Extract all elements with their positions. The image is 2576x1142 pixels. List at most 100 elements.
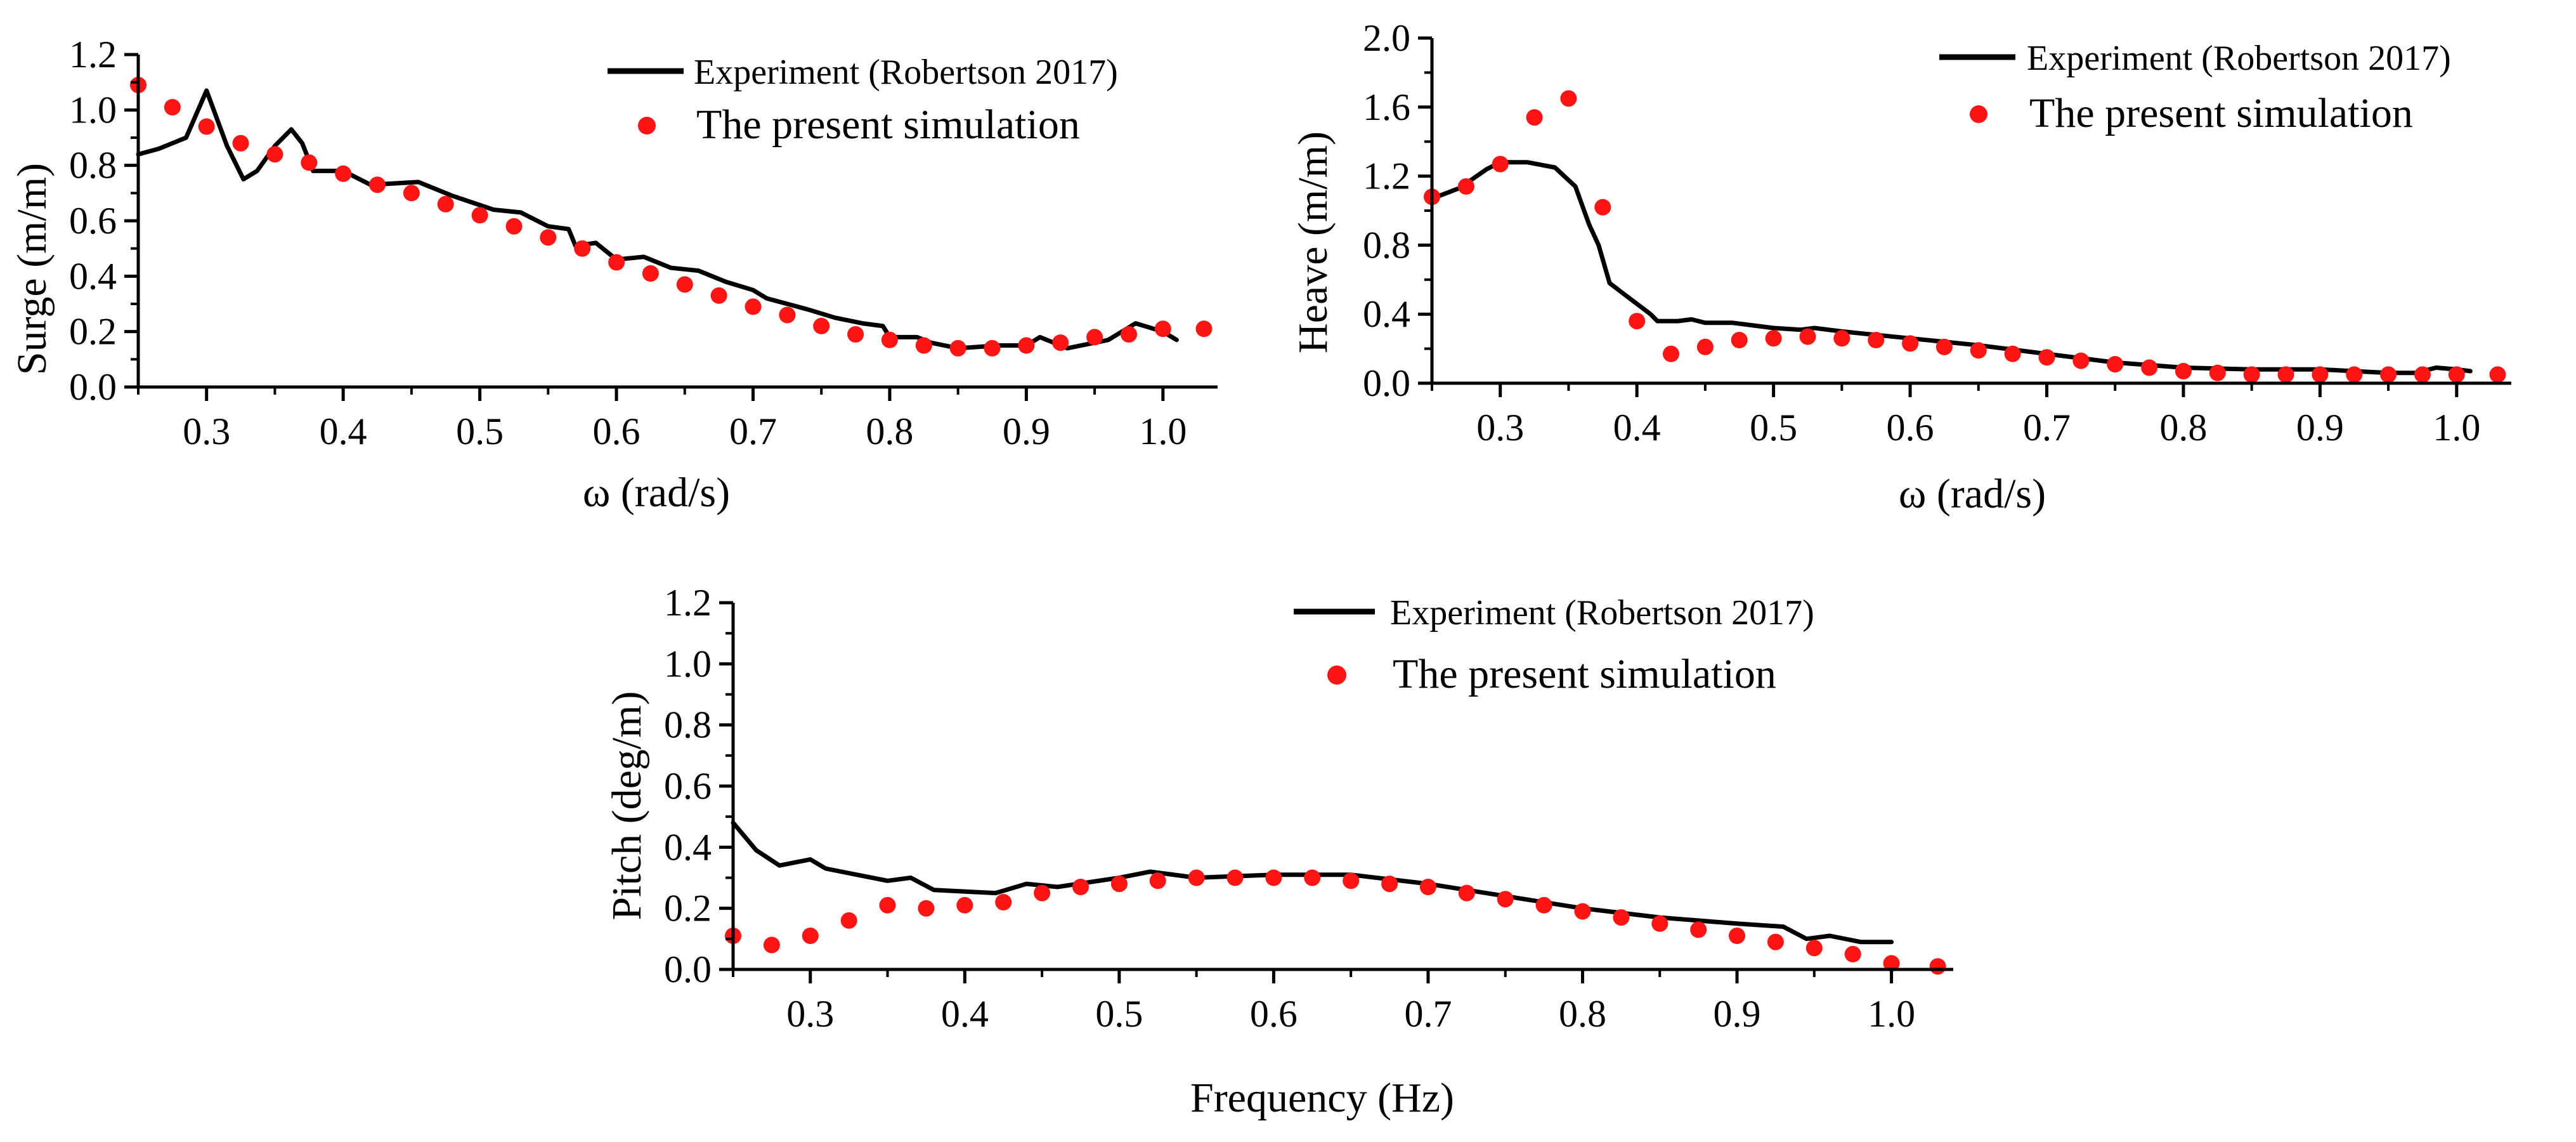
surge-x-ticks: 0.3 0.4 0.5 0.6 0.7 0.8 0.9 1.0 [137, 387, 1187, 452]
surge-x-tick-label: 0.4 [320, 410, 367, 452]
heave-simulation-point [1696, 338, 1714, 355]
surge-simulation-point [984, 339, 1001, 357]
heave-y-tick-label: 1.2 [1363, 155, 1410, 197]
pitch-y-tick-label: 0.2 [664, 888, 712, 929]
surge-y-tick-label: 0.0 [69, 366, 117, 408]
pitch-simulation-point [1149, 872, 1166, 889]
heave-y-tick-label: 0.0 [1363, 362, 1410, 404]
pitch-x-tick-label: 0.6 [1250, 993, 1298, 1035]
heave-simulation-point [1970, 342, 1987, 359]
pitch-simulation-point [1651, 915, 1669, 932]
surge-x-axis-label: ω (rad/s) [583, 469, 730, 516]
surge-x-tick-label: 0.7 [729, 410, 777, 452]
surge-x-tick-label: 0.6 [593, 410, 641, 452]
heave-legend-simulation-label: The present simulation [2029, 90, 2413, 136]
heave-simulation-point [1799, 328, 1816, 345]
surge-simulation-point [369, 176, 386, 194]
pitch-x-ticks: 0.3 0.4 0.5 0.6 0.7 0.8 0.9 1.0 [732, 969, 1915, 1035]
pitch-simulation-point [995, 894, 1012, 910]
surge-simulation-point [301, 154, 318, 171]
pitch-x-axis-label: Frequency (Hz) [1190, 1075, 1454, 1121]
pitch-experiment-line [731, 820, 1894, 945]
heave-simulation-point [2448, 366, 2465, 383]
surge-simulation-point [1195, 320, 1213, 338]
pitch-chart: 0.3 0.4 0.5 0.6 0.7 0.8 0.9 1.0 0.0 0.2 0.4 0.6 0.8… [604, 582, 1953, 1121]
pitch-simulation-point [1613, 909, 1630, 926]
heave-x-tick-label: 0.8 [2159, 407, 2207, 449]
pitch-y-tick-label: 0.4 [664, 826, 712, 868]
surge-legend-experiment-label: Experiment (Robertson 2017) [694, 53, 1118, 92]
heave-simulation-point [1629, 313, 1646, 330]
pitch-y-tick-label: 0.0 [664, 948, 712, 990]
surge-y-tick-label: 0.6 [69, 200, 117, 242]
heave-simulation-point [1663, 345, 1679, 362]
surge-simulation-point [1052, 334, 1069, 351]
pitch-x-tick-label: 0.5 [1095, 993, 1143, 1035]
surge-experiment-line [136, 88, 1179, 351]
pitch-legend: Experiment (Robertson 2017) The present … [1294, 593, 1814, 697]
heave-y-tick-label: 1.6 [1363, 86, 1410, 128]
heave-simulation-point [1492, 155, 1509, 173]
surge-legend-simulation-label: The present simulation [696, 102, 1080, 148]
pitch-simulation-point [1419, 879, 1436, 895]
pitch-y-tick-label: 0.8 [664, 704, 712, 746]
pitch-simulation-point [840, 912, 857, 929]
heave-simulation-point [1765, 330, 1782, 347]
surge-simulation-point [471, 207, 488, 224]
heave-simulation-point [2277, 366, 2294, 383]
pitch-legend-experiment-label: Experiment (Robertson 2017) [1390, 593, 1814, 633]
pitch-simulation-point [1574, 903, 1591, 920]
heave-legend-experiment-label: Experiment (Robertson 2017) [2027, 39, 2451, 78]
pitch-simulation-point [1497, 891, 1514, 908]
pitch-x-tick-label: 0.4 [941, 993, 989, 1035]
surge-x-tick-label: 0.3 [183, 410, 230, 452]
pitch-simulation-point [1110, 876, 1128, 893]
surge-simulation-point [847, 326, 864, 343]
pitch-simulation-point [1535, 896, 1552, 914]
pitch-simulation-point [1034, 884, 1051, 902]
surge-y-tick-label: 0.8 [69, 145, 117, 187]
pitch-simulation-point [956, 896, 973, 914]
pitch-simulation-point [802, 928, 819, 944]
heave-x-tick-label: 0.5 [1750, 407, 1797, 449]
surge-simulation-point [164, 99, 181, 115]
surge-simulation-point [813, 317, 830, 334]
heave-x-axis-label: ω (rad/s) [1899, 471, 2046, 517]
surge-simulation-point [1018, 337, 1035, 354]
pitch-simulation-point [1690, 921, 1707, 938]
heave-x-tick-label: 1.0 [2433, 407, 2480, 449]
heave-legend-marker-swatch [1970, 105, 1987, 123]
surge-simulation-point [779, 306, 796, 324]
heave-simulation-point [2038, 349, 2055, 366]
surge-simulation-point [1086, 329, 1103, 346]
surge-x-tick-label: 0.5 [456, 410, 504, 452]
surge-simulation-point [881, 331, 898, 348]
pitch-x-tick-label: 1.0 [1868, 993, 1915, 1035]
heave-chart: 0.3 0.4 0.5 0.6 0.7 0.8 0.9 1.0 0.0 0.4 0.8 1.2 1.6… [1290, 17, 2511, 517]
pitch-simulation-point [918, 900, 935, 917]
surge-simulation-point [949, 339, 966, 357]
pitch-x-tick-label: 0.8 [1559, 993, 1606, 1035]
surge-simulation-point [1154, 320, 1171, 338]
pitch-y-tick-label: 1.2 [664, 582, 712, 624]
surge-y-ticks: 0.0 0.2 0.4 0.6 0.8 1.0 1.2 [69, 34, 138, 408]
surge-simulation-point [335, 165, 352, 182]
heave-simulation-point [1731, 332, 1748, 348]
heave-y-ticks: 0.0 0.4 0.8 1.2 1.6 2.0 [1363, 17, 1432, 404]
pitch-legend-simulation-label: The present simulation [1393, 651, 1776, 697]
pitch-simulation-point [1805, 940, 1823, 957]
heave-simulation-point [1833, 330, 1851, 347]
pitch-x-tick-label: 0.9 [1714, 993, 1761, 1035]
surge-simulation-point [574, 240, 591, 257]
surge-y-axis-label: Surge (m/m) [9, 163, 55, 375]
surge-simulation-point [710, 287, 727, 304]
pitch-simulation-point [1767, 933, 1784, 950]
heave-simulation-point [2141, 359, 2158, 376]
heave-y-tick-label: 0.8 [1363, 224, 1410, 266]
heave-simulation-point [2004, 345, 2021, 362]
heave-y-axis-label: Heave (m/m) [1290, 131, 1336, 353]
surge-simulation-point [232, 135, 249, 152]
heave-simulation-point [1868, 332, 1885, 348]
heave-simulation-point [1902, 335, 1919, 352]
